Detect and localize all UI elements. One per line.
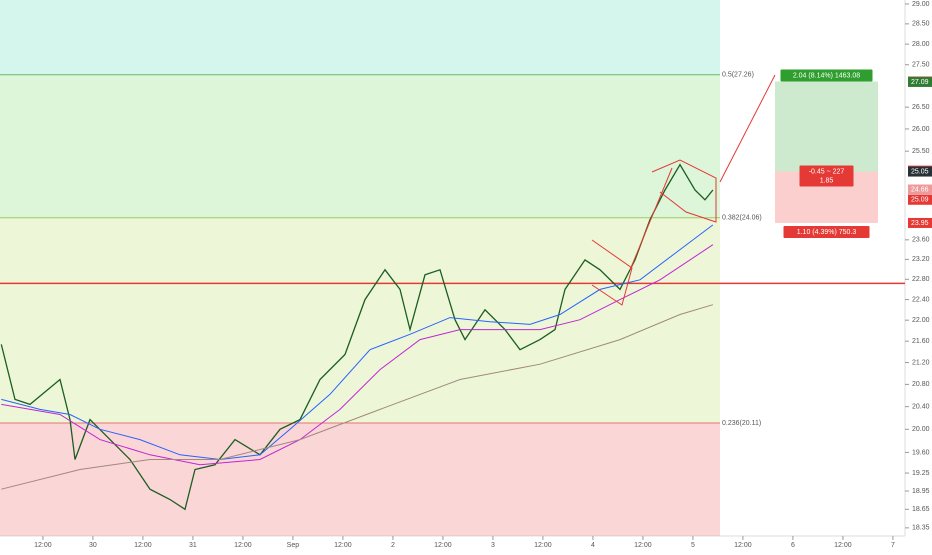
price-tag: 25.05 [908,166,932,177]
x-tick-label: 5 [691,542,695,549]
pattern-drawing [651,159,717,223]
price-tag: 25.09 [908,194,932,205]
x-tick-label: 12:00 [34,542,52,549]
y-tick-label: 21.20 [912,359,930,366]
fib-label: 0.5(27.26) [722,72,754,79]
label-text: 1.85 [820,177,834,184]
label-text: -0.45 ~ 227 [809,168,845,175]
y-tick-label: 22.40 [912,296,930,303]
tag-box [908,217,932,228]
y-tick-label: 18.65 [912,506,930,513]
tag-text: 25.09 [911,197,929,204]
fib-zone [0,217,720,424]
x-tick-label: 3 [491,542,495,549]
x-tick-label: 2 [391,542,395,549]
x-tick-label: 30 [89,542,97,549]
y-tick-label: 20.00 [912,426,930,433]
y-tick-label: 26.50 [912,104,930,111]
x-tick-label: 12:00 [234,542,252,549]
moving-average [1,224,714,461]
y-tick-label: 22.00 [912,317,930,324]
price-tag: 27.09 [908,76,932,87]
y-tick-label: 28.50 [912,21,930,28]
y-tick-label: 19.60 [912,449,930,456]
position-label: 2.04 (8.14%) 1463.08 [780,69,873,82]
x-tick-label: Sep [287,542,300,549]
label-box [783,225,870,238]
label-box [780,69,873,82]
tag-text: 27.09 [911,79,929,86]
x-tick-label: 12:00 [134,542,152,549]
x-tick-label: 12:00 [834,542,852,549]
tag-box [908,166,932,177]
position-label: 1.85 [799,174,854,187]
y-tick-label: 20.80 [912,381,930,388]
fib-label: 0.236(20.11) [722,420,761,427]
projection-drawing [719,74,776,183]
tag-text: 23.95 [911,220,929,227]
x-tick-label: 6 [791,542,795,549]
x-tick-label: 4 [591,542,595,549]
x-tick-label: 12:00 [734,542,752,549]
y-tick-label: 25.50 [912,148,930,155]
y-tick-label: 18.95 [912,488,930,495]
y-tick-label: 28.00 [912,41,930,48]
x-tick-label: 12:00 [634,542,652,549]
price-line [0,163,714,511]
x-tick-label: 7 [891,542,895,549]
fib-zone [0,0,720,75]
y-tick-label: 20.40 [912,403,930,410]
pattern-drawing [591,239,633,306]
fib-label: 0.382(24.06) [722,215,762,222]
moving-average [1,244,714,466]
price-axis [905,0,932,550]
impulse-drawing [629,167,673,271]
tag-box [908,76,932,87]
profit-zone [775,81,878,172]
label-box [799,174,854,187]
y-tick-label: 23.20 [912,256,930,263]
y-tick-label: 29.00 [912,1,930,8]
price-tag: 23.95 [908,217,932,228]
y-tick-label: 22.80 [912,276,930,283]
y-tick-label: 23.60 [912,237,930,244]
y-tick-label: 19.25 [912,470,930,477]
position-label: 1.10 (4.39%) 750.3 [783,225,870,238]
fib-zone [0,423,720,536]
y-tick-label: 18.35 [912,525,930,532]
x-tick-label: 12:00 [334,542,352,549]
tag-text: 25.05 [911,168,929,175]
y-tick-label: 27.50 [912,62,930,69]
x-tick-label: 31 [189,542,197,549]
y-tick-label: 26.00 [912,126,930,133]
x-tick-label: 12:00 [534,542,552,549]
y-tick-label: 21.60 [912,338,930,345]
tag-box [908,184,932,195]
label-text: 2.04 (8.14%) 1463.08 [793,72,860,79]
tag-text: 24.66 [911,186,929,193]
fib-zone [0,74,720,218]
tag-box [908,194,932,205]
moving-average [1,304,714,490]
x-tick-label: 12:00 [434,542,452,549]
label-text: 1.10 (4.39%) 750.3 [797,229,857,236]
price-tag: 24.66 [908,184,932,195]
